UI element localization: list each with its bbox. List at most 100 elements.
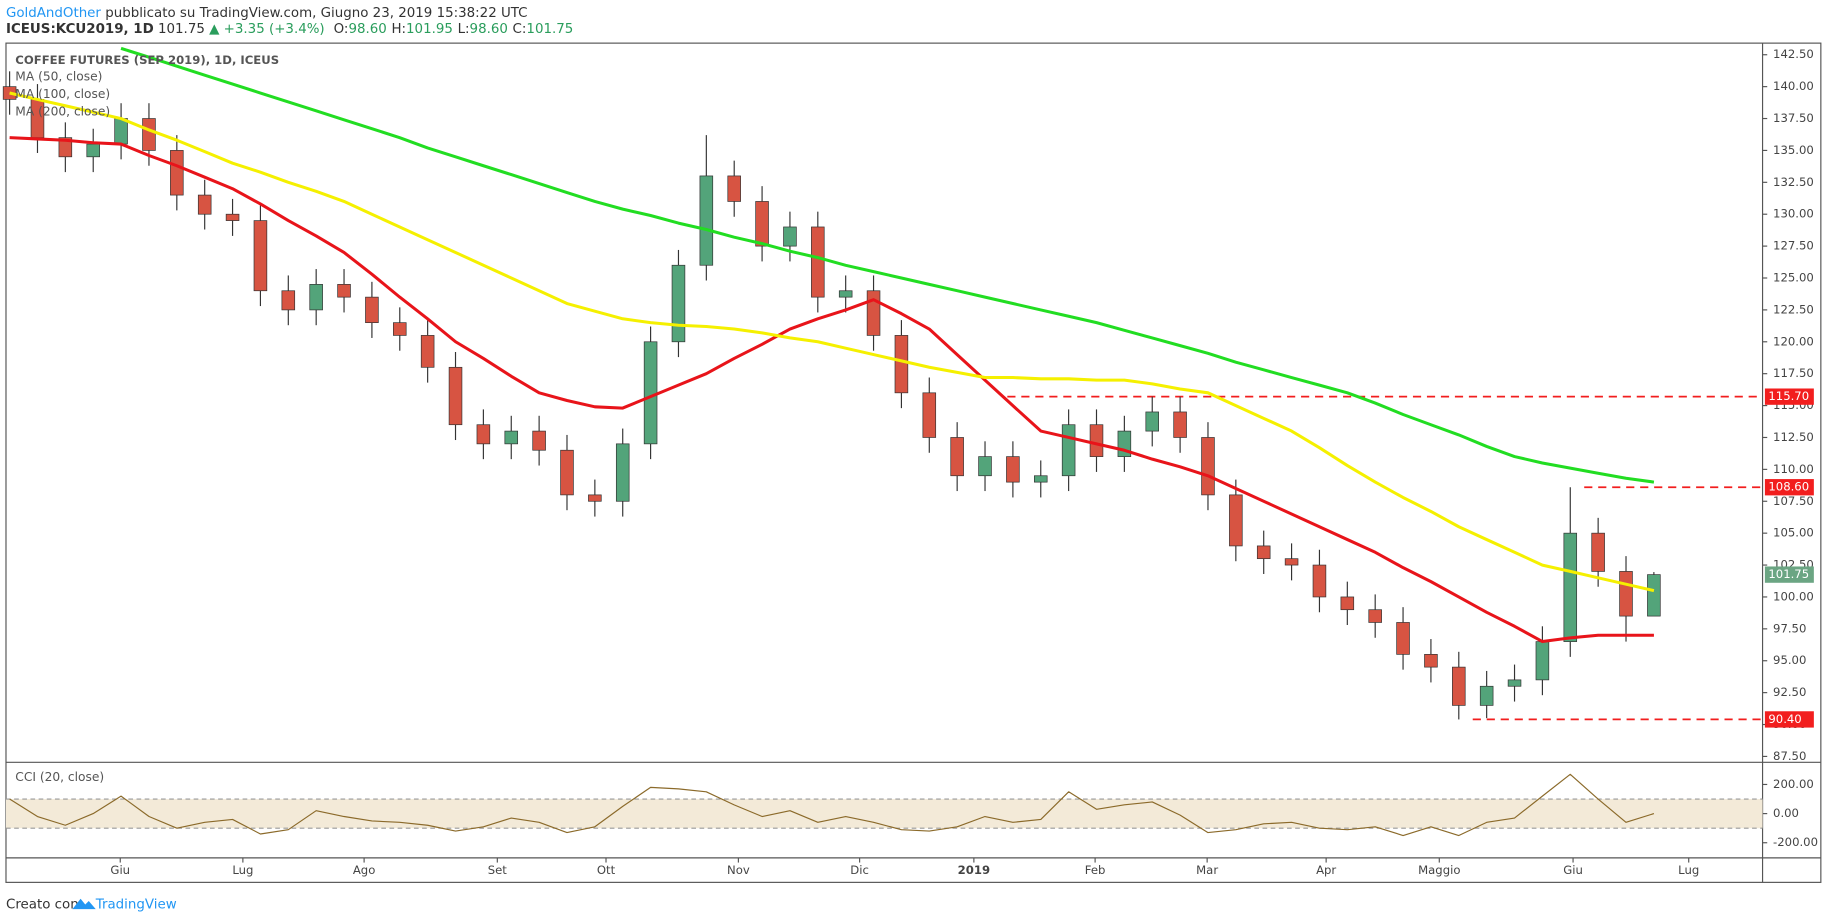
candle-body: [866, 290, 881, 336]
ma-line: [120, 46, 1655, 484]
ohlc-value: 101.95: [406, 22, 453, 37]
candle-body: [1507, 679, 1522, 687]
ohlc-value: 98.60: [348, 22, 386, 37]
header-line: GoldAndOther pubblicato su TradingView.c…: [6, 6, 528, 21]
legend-entry: MA (100, close): [15, 87, 110, 101]
level-label: 115.70: [1768, 389, 1809, 403]
x-tick-label: Mar: [1196, 863, 1218, 877]
x-tick-label: Lug: [232, 863, 253, 877]
y-tick-label: 140.00: [1773, 79, 1814, 93]
candle-body: [783, 226, 797, 247]
cci-name: CCI (20, close): [15, 770, 104, 784]
y-tick-label: 122.50: [1773, 302, 1814, 316]
candle-body: [1396, 622, 1410, 655]
y-tick-label: 142.50: [1773, 47, 1814, 61]
candle-body: [365, 296, 379, 324]
x-tick-label: Giu: [1563, 863, 1583, 877]
ohlc-label: O:: [334, 22, 349, 37]
candle-body: [1061, 424, 1076, 477]
candle-body: [1563, 532, 1578, 642]
x-tick-label: Maggio: [1418, 863, 1460, 877]
candle-body: [1535, 641, 1550, 681]
y-tick-label: 127.50: [1773, 239, 1814, 253]
ma-line: [9, 91, 1655, 593]
y-tick-label: 130.00: [1773, 207, 1814, 221]
candle-body: [671, 264, 686, 343]
x-tick-label: Nov: [727, 863, 750, 877]
candle-body: [643, 341, 658, 445]
x-tick-label: Giu: [110, 863, 130, 877]
y-tick-label: 135.00: [1773, 143, 1814, 157]
cci-tick-label: 200.00: [1773, 777, 1814, 791]
candle-body: [894, 335, 909, 394]
ohlc-label: H:: [391, 22, 406, 37]
x-tick-label: Dic: [850, 863, 869, 877]
symbol-line: ICEUS:KCU2019, 1D 101.75 ▲ +3.35 (+3.4%)…: [6, 22, 573, 37]
candle-body: [950, 437, 964, 477]
chart-title: COFFEE FUTURES (SEP 2019), 1D, ICEUS: [15, 53, 279, 67]
published: pubblicato su TradingView.com, Giugno 23…: [105, 6, 527, 21]
footer-brand[interactable]: TradingView: [95, 898, 177, 913]
change: ▲ +3.35 (+3.4%): [209, 22, 325, 37]
candle-body: [225, 213, 240, 221]
candle-body: [1034, 475, 1048, 483]
x-tick-label: Feb: [1085, 863, 1106, 877]
candle-body: [393, 322, 407, 336]
author[interactable]: GoldAndOther: [6, 6, 101, 21]
candle-body: [1368, 609, 1382, 623]
cci-tick-label: 0.00: [1773, 806, 1799, 820]
candle-body: [281, 290, 296, 311]
candle-body: [1229, 494, 1243, 547]
level-label: 108.60: [1768, 480, 1809, 494]
candle-body: [476, 424, 491, 445]
candle-body: [922, 392, 937, 438]
legend-entry: MA (200, close): [15, 104, 110, 118]
legend-entry: MA (50, close): [15, 69, 102, 83]
x-tick-label: 2019: [958, 863, 990, 877]
ohlc-value: 98.60: [470, 22, 508, 37]
candle-body: [560, 449, 574, 496]
y-tick-label: 137.50: [1773, 111, 1814, 125]
y-tick-label: 92.50: [1773, 685, 1806, 699]
level-tag: [1764, 388, 1814, 405]
level-tag: [1764, 711, 1814, 728]
ohlc-label: C:: [513, 22, 527, 37]
x-tick-label: Ago: [353, 863, 375, 877]
last-price-label: 101.75: [1768, 567, 1809, 581]
level-tag: [1764, 479, 1814, 496]
cci-line: [9, 773, 1655, 837]
candle-body: [811, 226, 825, 298]
candle-body: [420, 335, 435, 368]
candle-body: [532, 430, 546, 451]
candle-body: [142, 118, 156, 151]
candle-body: [1452, 666, 1466, 706]
cci-tick-label: -200.00: [1773, 835, 1818, 849]
cci-band: [5, 799, 1763, 829]
candle-body: [170, 150, 184, 196]
logo: [72, 898, 96, 910]
y-tick-label: 87.50: [1773, 749, 1806, 763]
candle-body: [1424, 654, 1438, 668]
last-price-tag: [1764, 566, 1814, 583]
last: 101.75: [158, 22, 205, 37]
ohlc-label: L:: [458, 22, 470, 37]
candle-body: [1479, 685, 1494, 706]
level-label: 90.40: [1768, 712, 1801, 726]
footer-text: Creato con: [6, 898, 79, 913]
frame: [5, 42, 1822, 883]
candle-body: [448, 366, 463, 426]
candle-body: [504, 430, 519, 445]
y-tick-label: 100.00: [1773, 589, 1814, 603]
ohlc-value: 101.75: [526, 22, 573, 37]
candle-body: [1284, 558, 1299, 566]
candle-body: [114, 118, 128, 145]
x-tick-label: Set: [488, 863, 508, 877]
y-tick-label: 95.00: [1773, 653, 1806, 667]
ma-line: [9, 136, 1654, 644]
candle-body: [309, 284, 323, 311]
y-tick-label: 132.50: [1773, 175, 1814, 189]
candle-body: [1647, 574, 1661, 617]
candle-body: [1312, 564, 1327, 598]
y-tick-label: 110.00: [1773, 462, 1814, 476]
